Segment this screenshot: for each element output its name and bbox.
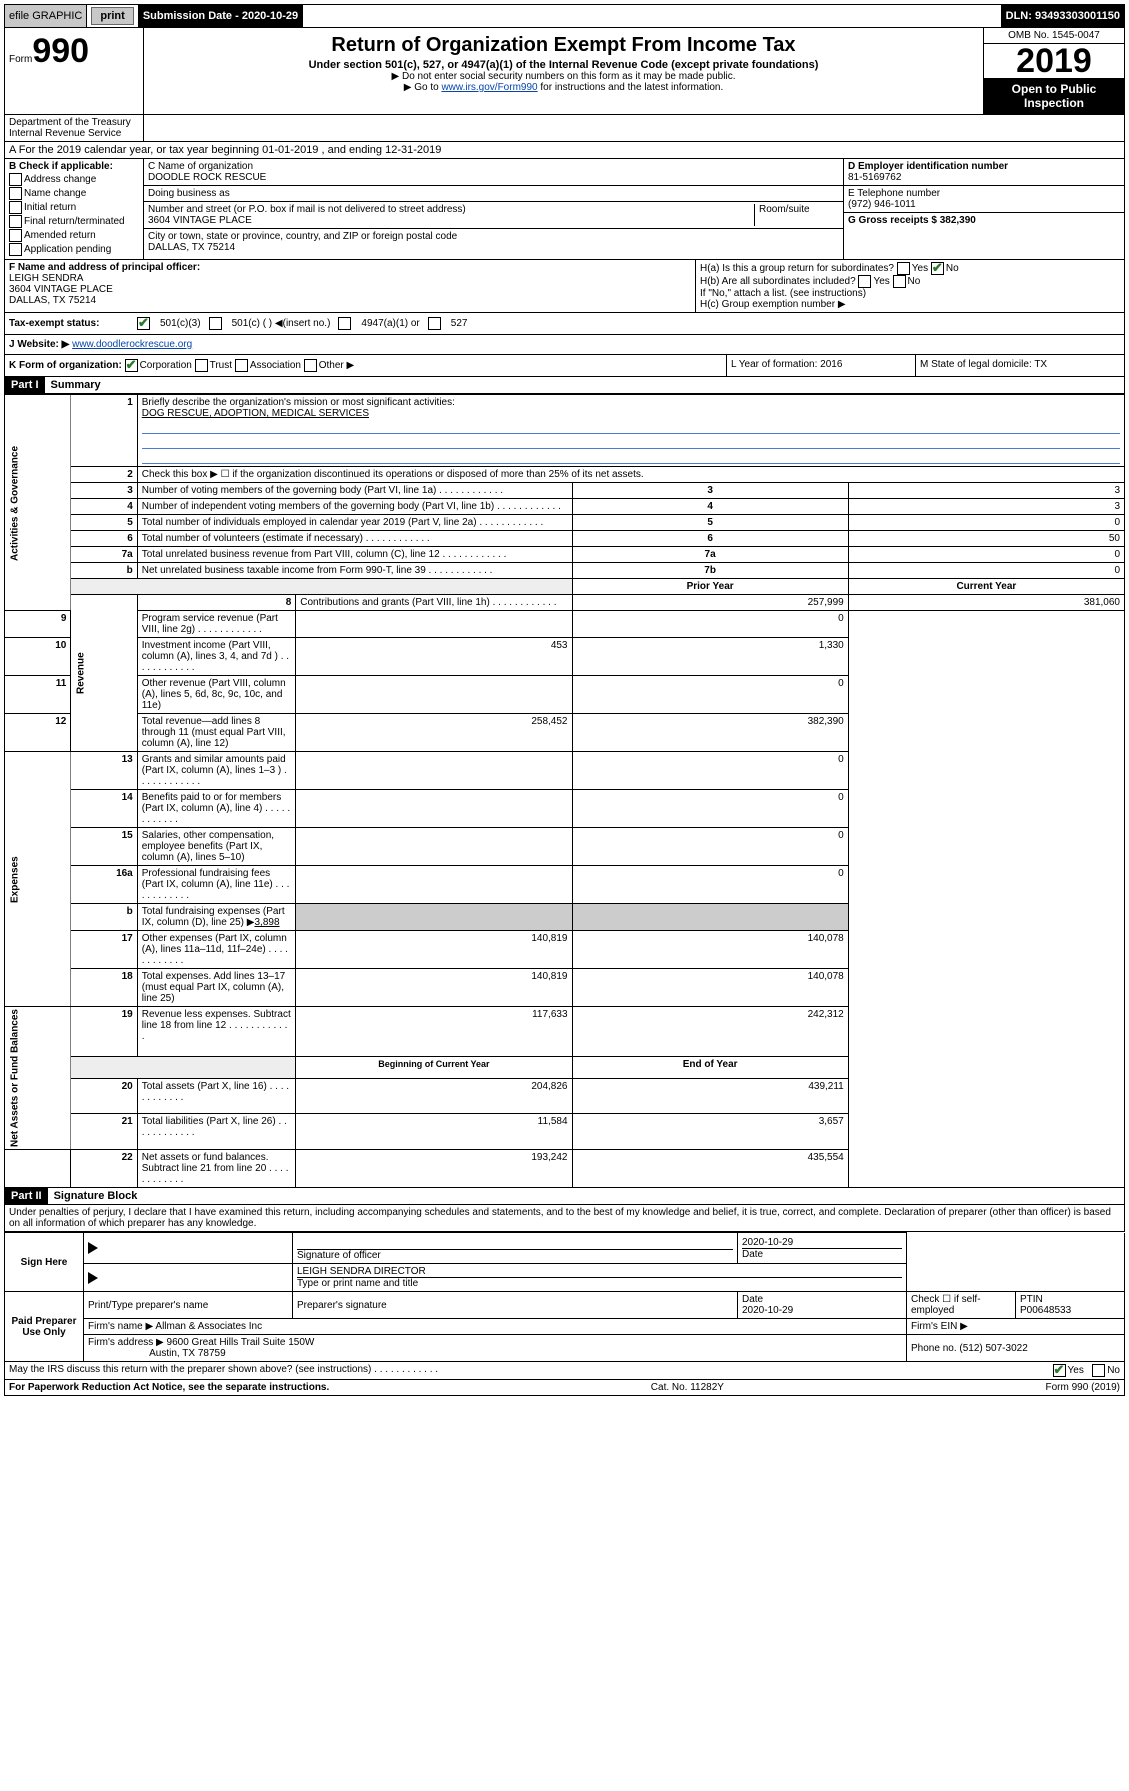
part2-header: Part II [5, 1188, 48, 1204]
ein: 81-5169762 [848, 172, 1120, 183]
dept-treasury: Department of the Treasury Internal Reve… [5, 115, 144, 141]
year-formation: L Year of formation: 2016 [727, 355, 916, 376]
part1-header: Part I [5, 377, 45, 393]
check-no-icon [931, 262, 944, 275]
perjury-text: Under penalties of perjury, I declare th… [4, 1205, 1125, 1232]
officer-name: LEIGH SENDRA [9, 273, 691, 284]
signature-table: Sign Here Signature of officer 2020-10-2… [4, 1232, 1125, 1362]
submission-date: Submission Date - 2020-10-29 [143, 10, 298, 22]
print-button[interactable]: print [91, 7, 133, 25]
dln: DLN: 93493303001150 [1006, 10, 1120, 22]
state-domicile: M State of legal domicile: TX [916, 355, 1124, 376]
check-501c3-icon [137, 317, 150, 330]
signer-name: LEIGH SENDRA DIRECTOR [297, 1266, 902, 1278]
pen-icon [88, 1242, 98, 1254]
summary-table: Activities & Governance 1 Briefly descri… [4, 394, 1125, 1188]
form-header: Form990 Return of Organization Exempt Fr… [4, 28, 1125, 115]
tax-year: 2019 [984, 44, 1124, 78]
form-word: Form [9, 54, 32, 65]
gross-receipts: G Gross receipts $ 382,390 [844, 213, 1124, 228]
topbar: efile GRAPHIC print Submission Date - 20… [4, 4, 1125, 28]
check-yes-icon [1053, 1364, 1066, 1377]
side-revenue: Revenue [71, 595, 137, 752]
footer: For Paperwork Reduction Act Notice, see … [4, 1380, 1125, 1396]
form-title: Return of Organization Exempt From Incom… [148, 34, 979, 57]
efile-label: efile GRAPHIC [9, 10, 82, 22]
paid-preparer-side: Paid Preparer Use Only [5, 1292, 84, 1362]
org-name: DOODLE ROCK RESCUE [148, 172, 839, 183]
org-address: 3604 VINTAGE PLACE [148, 215, 754, 226]
ptin: P00648533 [1020, 1305, 1120, 1316]
form-note1: ▶ Do not enter social security numbers o… [148, 71, 979, 82]
form-subtitle: Under section 501(c), 527, or 4947(a)(1)… [148, 59, 979, 71]
side-activities: Activities & Governance [5, 395, 71, 611]
irs-link[interactable]: www.irs.gov/Form990 [441, 82, 537, 93]
side-netassets: Net Assets or Fund Balances [5, 1007, 71, 1150]
website-link[interactable]: www.doodlerockrescue.org [72, 339, 192, 350]
mission: DOG RESCUE, ADOPTION, MEDICAL SERVICES [142, 408, 1120, 419]
box-b: B Check if applicable: Address change Na… [5, 159, 144, 259]
firm-phone: Phone no. (512) 507-3022 [907, 1335, 1125, 1362]
open-public: Open to Public Inspection [984, 78, 1124, 114]
firm-name: Allman & Associates Inc [155, 1321, 262, 1332]
check-corp-icon [125, 359, 138, 372]
form-number: 990 [32, 32, 89, 70]
section-a: A For the 2019 calendar year, or tax yea… [4, 142, 1125, 159]
phone: (972) 946-1011 [848, 199, 1120, 210]
side-expenses: Expenses [5, 752, 71, 1007]
org-city: DALLAS, TX 75214 [148, 242, 839, 253]
pen-icon [88, 1272, 98, 1284]
